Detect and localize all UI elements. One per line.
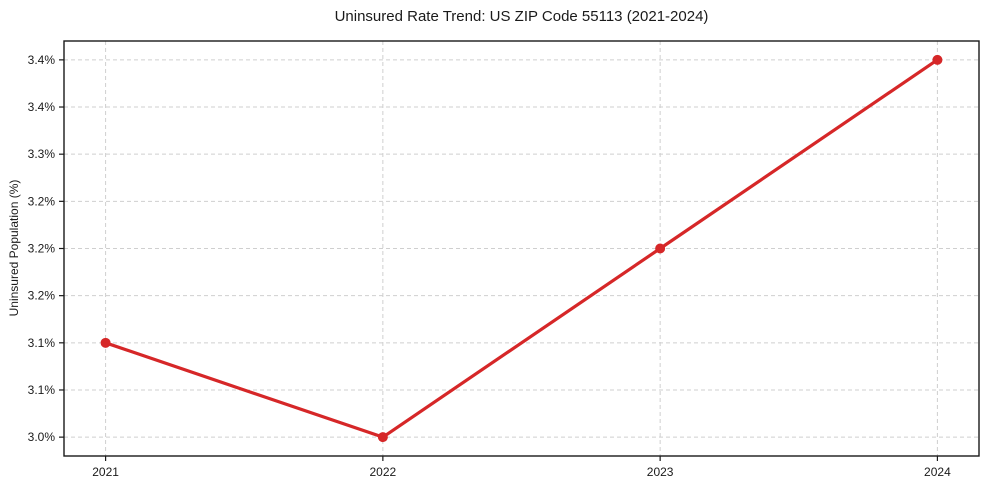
y-tick-label: 3.1% xyxy=(28,336,56,350)
y-tick-label: 3.1% xyxy=(28,383,56,397)
y-tick-label: 3.2% xyxy=(28,289,56,303)
y-tick-label: 3.2% xyxy=(28,194,56,208)
y-tick-label: 3.4% xyxy=(28,53,56,67)
trend-line xyxy=(103,58,940,439)
x-tick-label: 2024 xyxy=(924,465,951,479)
data-point-marker xyxy=(100,337,111,348)
data-point-marker xyxy=(377,432,388,443)
chart-title: Uninsured Rate Trend: US ZIP Code 55113 … xyxy=(334,8,709,25)
data-point-marker xyxy=(932,54,943,65)
x-tick-label: 2023 xyxy=(647,465,674,479)
x-tick-label: 2021 xyxy=(92,465,119,479)
y-tick-label: 3.0% xyxy=(28,430,56,444)
data-point-marker xyxy=(655,243,666,254)
y-tick-label: 3.2% xyxy=(28,242,56,256)
y-tick-label: 3.4% xyxy=(28,100,56,114)
x-tick-label: 2022 xyxy=(370,465,397,479)
y-tick-label: 3.3% xyxy=(28,147,56,161)
